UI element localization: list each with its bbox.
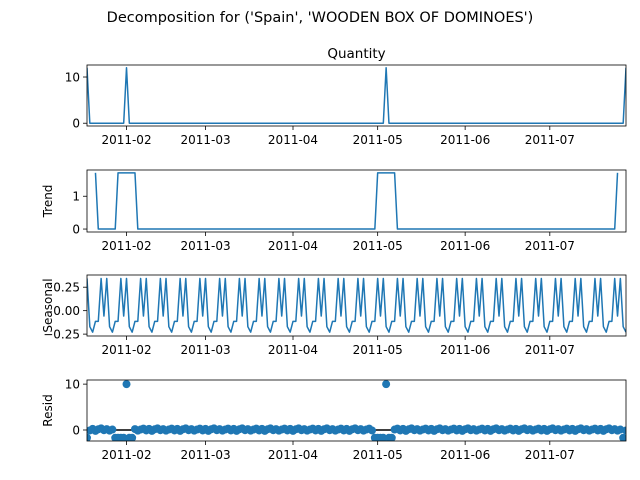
x-tick-label: 2011-06 xyxy=(440,448,490,462)
resid-point xyxy=(108,425,117,434)
x-tick-label: 2011-06 xyxy=(440,133,490,147)
x-tick-label: 2011-04 xyxy=(268,133,318,147)
x-tick-label: 2011-05 xyxy=(353,448,403,462)
series-line xyxy=(87,67,626,124)
y-tick-label: 0 xyxy=(72,117,80,131)
y-tick-label: 0.25 xyxy=(53,281,80,295)
x-tick-label: 2011-05 xyxy=(353,239,403,253)
y-axis-label: Seasonal xyxy=(41,278,55,332)
x-tick-label: 2011-03 xyxy=(180,343,230,357)
y-tick-label: 10 xyxy=(65,378,80,392)
x-tick-label: 2011-04 xyxy=(268,448,318,462)
y-tick-label: 0 xyxy=(72,223,80,237)
x-tick-label: 2011-03 xyxy=(180,133,230,147)
panel-frame xyxy=(86,379,627,442)
y-axis-label: Resid xyxy=(41,394,55,426)
seasonal-line xyxy=(87,277,626,333)
resid-point xyxy=(382,380,391,389)
x-tick-label: 2011-07 xyxy=(525,448,575,462)
resid-point xyxy=(622,426,626,435)
x-tick-label: 2011-07 xyxy=(525,343,575,357)
panel-frame xyxy=(86,64,627,127)
x-tick-label: 2011-02 xyxy=(101,133,151,147)
x-tick-label: 2011-02 xyxy=(101,343,151,357)
panels: Quantity 2011-02 2011-03 2011-04 2011-05 2011… xyxy=(41,46,627,462)
x-tick-label: 2011-03 xyxy=(180,239,230,253)
y-tick-label: 0 xyxy=(72,423,80,437)
panel-3: Seasonal 2011-02 2011-03 2011-04 2011-05 2011… xyxy=(41,274,627,357)
x-tick-label: 2011-05 xyxy=(353,133,403,147)
resid-point xyxy=(368,426,377,435)
resid-point xyxy=(87,433,91,441)
panel-2: Trend 2011-02 2011-03 2011-04 2011-05 2011-06… xyxy=(41,169,627,253)
panel-plot-area xyxy=(87,67,626,124)
x-tick-label: 2011-06 xyxy=(440,343,490,357)
x-tick-label: 2011-02 xyxy=(101,239,151,253)
y-tick-label: 0.00 xyxy=(53,304,80,318)
resid-point xyxy=(619,433,626,441)
resid-point xyxy=(128,433,137,441)
panel-frame xyxy=(86,274,627,337)
resid-point xyxy=(387,433,396,441)
x-tick-label: 2011-07 xyxy=(525,133,575,147)
resid-point xyxy=(122,380,131,389)
figure-suptitle: Decomposition for ('Spain', 'WOODEN BOX … xyxy=(107,10,534,26)
series-line xyxy=(94,172,619,230)
panel-4: Resid 2011-02 2011-03 2011-04 2011-05 2011-06… xyxy=(41,378,627,462)
x-tick-label: 2011-05 xyxy=(353,343,403,357)
x-tick-label: 2011-02 xyxy=(101,448,151,462)
x-tick-label: 2011-04 xyxy=(268,343,318,357)
y-tick-label: 1 xyxy=(72,190,80,204)
panel-title: Quantity xyxy=(327,46,385,62)
panel-1: Quantity 2011-02 2011-03 2011-04 2011-05 2011… xyxy=(65,46,627,147)
panel-plot-area xyxy=(87,380,626,441)
x-tick-label: 2011-06 xyxy=(440,239,490,253)
panel-plot-area xyxy=(87,277,626,333)
y-axis-label: Trend xyxy=(41,185,55,219)
y-tick-label: 10 xyxy=(65,71,80,85)
panel-frame xyxy=(86,169,627,233)
x-tick-label: 2011-07 xyxy=(525,239,575,253)
x-tick-label: 2011-03 xyxy=(180,448,230,462)
x-tick-label: 2011-04 xyxy=(268,239,318,253)
panel-plot-area xyxy=(94,172,619,230)
y-tick-label: −0.25 xyxy=(43,328,80,342)
